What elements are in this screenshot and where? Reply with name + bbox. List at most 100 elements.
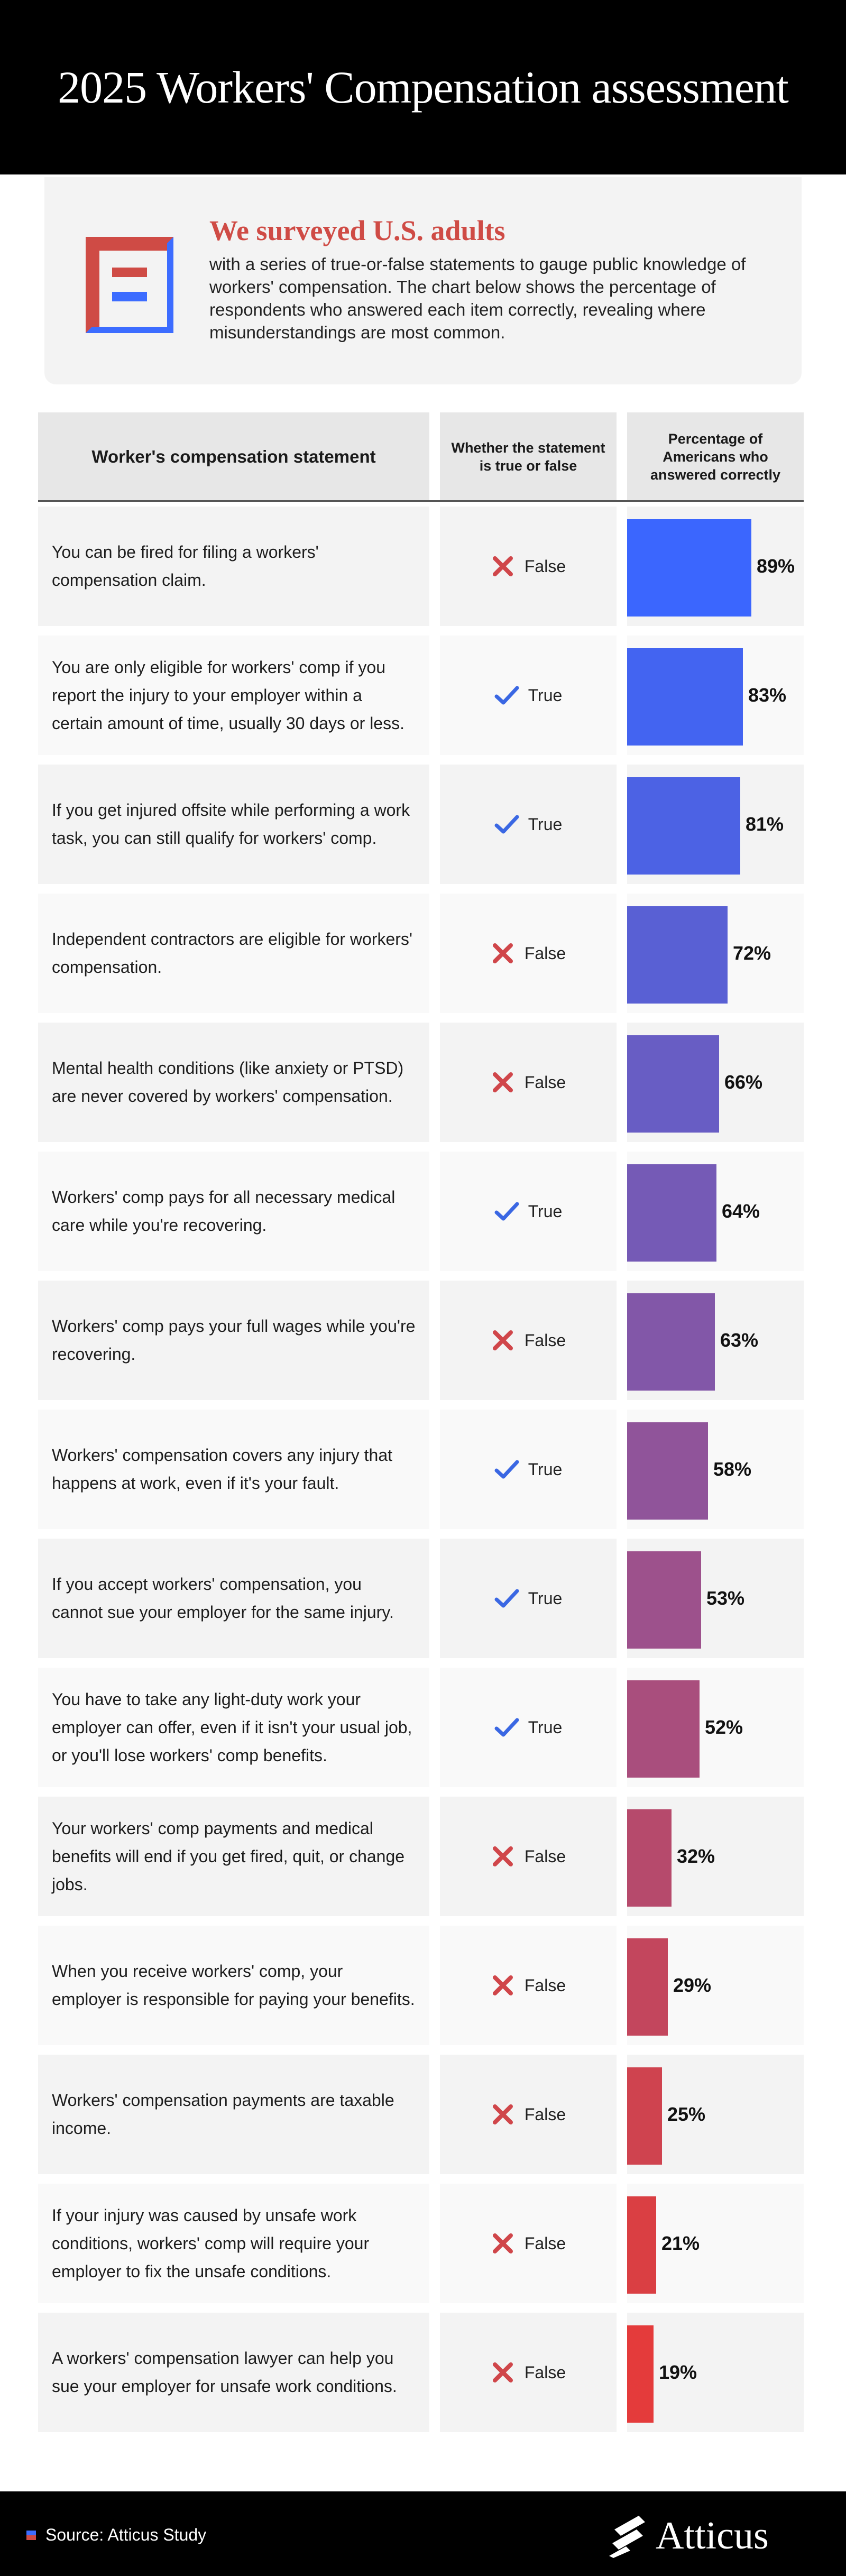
answer-label: True [528, 814, 563, 834]
statement-text: Workers' comp pays for all necessary med… [38, 1152, 429, 1271]
statement-text: Your workers' comp payments and medical … [38, 1797, 429, 1916]
answer-label: False [524, 556, 566, 576]
table-row: You are only eligible for workers' comp … [38, 636, 804, 755]
answer-label: True [528, 685, 563, 705]
page-title: 2025 Workers' Compensation assessment [58, 62, 789, 113]
percent-label: 53% [706, 1587, 745, 1609]
percent-bar [627, 1680, 700, 1778]
atticus-logo: Atticus [607, 2514, 797, 2558]
percent-cell: 52% [627, 1668, 804, 1787]
statement-text: If you accept workers' compensation, you… [38, 1539, 429, 1658]
percent-bar [627, 1809, 672, 1907]
x-icon [492, 1072, 513, 1092]
table-row: You can be fired for filing a workers' c… [38, 507, 804, 626]
percent-label: 25% [667, 2103, 706, 2125]
x-icon [492, 1975, 513, 1995]
source-note: Source: Atticus Study [45, 2525, 207, 2544]
percent-label: 58% [713, 1458, 752, 1480]
percent-cell: 25% [627, 2055, 804, 2174]
percent-label: 64% [722, 1200, 760, 1222]
table-row: Workers' compensation payments are taxab… [38, 2055, 804, 2174]
answer-cell: True [440, 765, 617, 884]
statement-text: A workers' compensation lawyer can help … [38, 2313, 429, 2432]
check-icon [494, 1718, 519, 1737]
answer-cell: False [440, 2184, 617, 2303]
column-header-statement: Worker's compensation statement [38, 412, 429, 501]
column-header-percent: Percentage of Americans who answered cor… [627, 412, 804, 501]
percent-cell: 66% [627, 1023, 804, 1142]
percent-bar [627, 648, 743, 746]
percent-label: 63% [720, 1329, 759, 1351]
table-row: Workers' comp pays your full wages while… [38, 1281, 804, 1400]
percent-cell: 21% [627, 2184, 804, 2303]
percent-bar [627, 1293, 715, 1391]
statement-text: Mental health conditions (like anxiety o… [38, 1023, 429, 1142]
statement-text: You have to take any light-duty work you… [38, 1668, 429, 1787]
percent-label: 89% [757, 555, 795, 577]
answer-label: False [524, 1330, 566, 1350]
percent-cell: 83% [627, 636, 804, 755]
percent-cell: 81% [627, 765, 804, 884]
table-row: Your workers' comp payments and medical … [38, 1797, 804, 1916]
brand-name: Atticus [656, 2514, 769, 2557]
check-icon [494, 1202, 519, 1221]
statement-text: Independent contractors are eligible for… [38, 894, 429, 1013]
percent-cell: 64% [627, 1152, 804, 1271]
answer-cell: True [440, 1410, 617, 1529]
answer-label: False [524, 2362, 566, 2382]
answer-label: True [528, 1588, 563, 1608]
percent-label: 81% [746, 813, 784, 835]
x-icon [492, 2233, 513, 2253]
table-row: You have to take any light-duty work you… [38, 1668, 804, 1787]
answer-cell: False [440, 894, 617, 1013]
x-icon [492, 2104, 513, 2124]
page-header: 2025 Workers' Compensation assessment [0, 0, 846, 174]
answer-label: True [528, 1717, 563, 1737]
column-header-truth: Whether the statement is true or false [440, 412, 617, 501]
percent-bar [627, 1938, 668, 2036]
answer-label: False [524, 1975, 566, 1995]
answer-cell: False [440, 1926, 617, 2045]
statement-text: Workers' compensation payments are taxab… [38, 2055, 429, 2174]
table-row: If you get injured offsite while perform… [38, 765, 804, 884]
answer-label: True [528, 1459, 563, 1479]
x-icon [492, 943, 513, 963]
percent-cell: 63% [627, 1281, 804, 1400]
percent-bar [627, 1551, 701, 1649]
percent-cell: 29% [627, 1926, 804, 2045]
statement-text: When you receive workers' comp, your emp… [38, 1926, 429, 2045]
answer-cell: True [440, 636, 617, 755]
percent-bar [627, 1035, 719, 1133]
answer-cell: True [440, 1668, 617, 1787]
percent-cell: 19% [627, 2313, 804, 2432]
statement-text: Workers' compensation covers any injury … [38, 1410, 429, 1529]
percent-bar [627, 2196, 656, 2294]
table-row: Independent contractors are eligible for… [38, 894, 804, 1013]
percent-cell: 32% [627, 1797, 804, 1916]
check-icon [494, 1589, 519, 1608]
percent-cell: 72% [627, 894, 804, 1013]
answer-label: False [524, 943, 566, 963]
percent-label: 19% [659, 2361, 697, 2383]
percent-bar [627, 1164, 716, 1262]
check-icon [494, 815, 519, 834]
percent-bar [627, 1422, 708, 1520]
statement-text: If you get injured offsite while perform… [38, 765, 429, 884]
table-row: If you accept workers' compensation, you… [38, 1539, 804, 1658]
statement-text: If your injury was caused by unsafe work… [38, 2184, 429, 2303]
answer-cell: True [440, 1539, 617, 1658]
statement-text: You can be fired for filing a workers' c… [38, 507, 429, 626]
table-row: If your injury was caused by unsafe work… [38, 2184, 804, 2303]
intro-description: with a series of true-or-false statement… [209, 254, 746, 342]
atticus-logo-icon [609, 2516, 645, 2558]
percent-cell: 53% [627, 1539, 804, 1658]
percent-cell: 58% [627, 1410, 804, 1529]
check-icon [494, 686, 519, 705]
x-icon [492, 1846, 513, 1866]
percent-label: 32% [677, 1845, 715, 1867]
answer-label: False [524, 2233, 566, 2253]
statement-text: You are only eligible for workers' comp … [38, 636, 429, 755]
check-icon [494, 1460, 519, 1479]
intro-heading: We surveyed U.S. adults [209, 215, 505, 246]
answer-cell: False [440, 2055, 617, 2174]
